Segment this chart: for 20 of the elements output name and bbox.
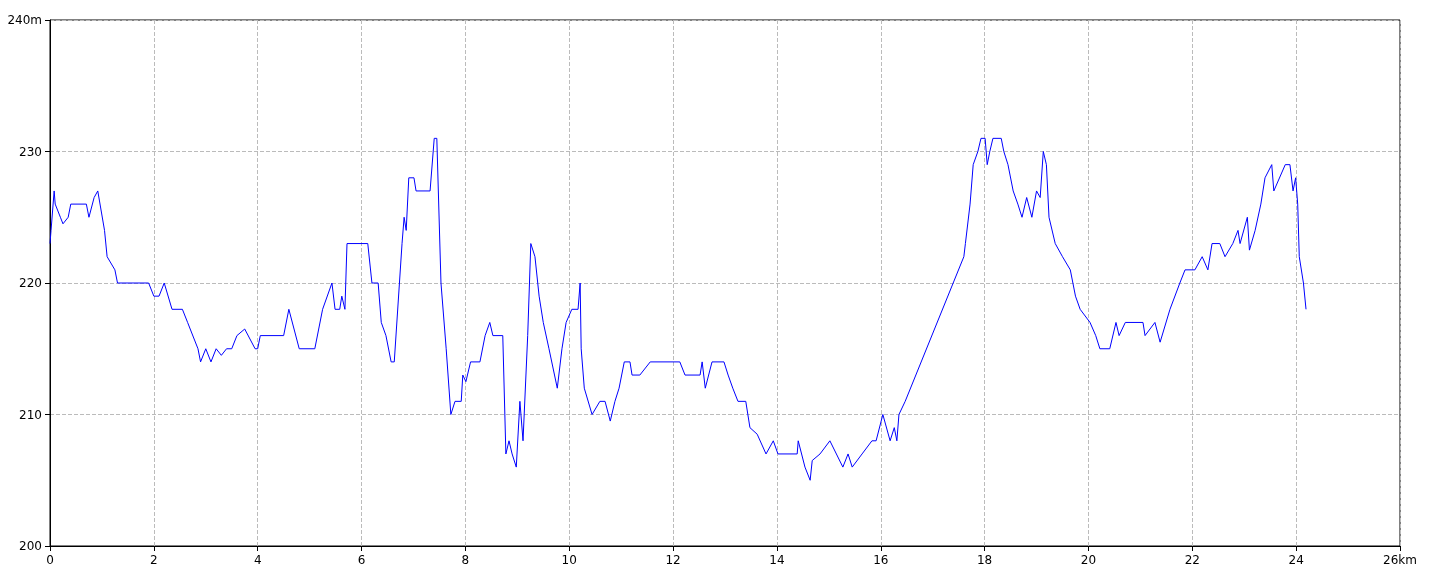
x-tick-label: 6	[357, 553, 366, 567]
x-tick-label: 10	[561, 553, 577, 567]
y-tick-label: 210	[19, 407, 42, 422]
x-tick-label: 14	[769, 553, 785, 567]
y-tick-label: 230	[19, 144, 42, 159]
x-tick-label: 24	[1288, 553, 1304, 567]
x-tick-label: 22	[1184, 553, 1200, 567]
y-tick-label: 220	[19, 276, 42, 290]
x-tick-label: 18	[976, 553, 993, 567]
x-tick-label: 4	[253, 553, 262, 567]
x-tick-label: 16	[873, 553, 889, 567]
x-tick-label: 2	[150, 553, 158, 567]
x-tick-label: 8	[461, 553, 470, 567]
x-tick-label: 0	[46, 553, 54, 567]
y-tick-label: 240m	[7, 13, 42, 27]
line-series	[49, 137, 1307, 481]
x-tick-label: 26km	[1383, 553, 1417, 567]
y-tick-label: 200	[19, 539, 42, 553]
x-tick-label: 12	[665, 553, 681, 567]
x-tick-label: 20	[1080, 553, 1097, 567]
